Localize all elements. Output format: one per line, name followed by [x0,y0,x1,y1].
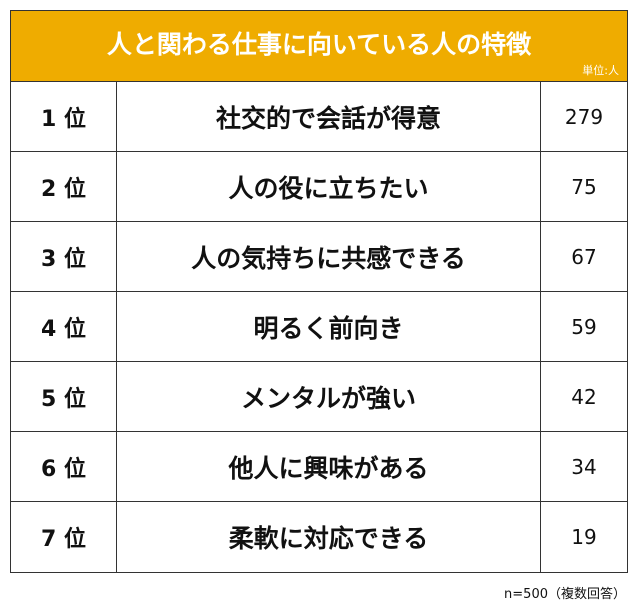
value-cell: 75 [571,174,597,199]
value-cell: 59 [571,314,597,339]
sample-note: n=500（複数回答） [504,587,626,602]
value-cell: 279 [564,104,604,129]
value-cell: 67 [571,244,597,269]
rank-cell: 7 位 [11,502,117,572]
table-header: 人と関わる仕事に向いている人の特徴 単位:人 [11,11,627,82]
label-cell: 人の役に立ちたい [117,152,541,221]
table-row: 5 位メンタルが強い 42 [11,362,627,432]
table-row: 3 位人の気持ちに共感できる 67 [11,222,627,292]
table-row: 6 位他人に興味がある 34 [11,432,627,502]
value-cell: 34 [571,454,597,479]
label-cell: 柔軟に対応できる [117,502,541,572]
rank-cell: 6 位 [11,432,117,501]
table-row: 2 位人の役に立ちたい 75 [11,152,627,222]
label-cell: メンタルが強い [117,362,541,431]
ranking-table: 人と関わる仕事に向いている人の特徴 単位:人 1 位社交的で会話が得意 279 2 … [10,10,628,573]
table-row: 1 位社交的で会話が得意 279 [11,82,627,152]
table-row: 7 位柔軟に対応できる 19 [11,502,627,572]
value-cell: 19 [571,525,597,549]
rank-cell: 3 位 [11,222,117,291]
rank-cell: 5 位 [11,362,117,431]
label-cell: 人の気持ちに共感できる [117,222,541,291]
value-cell: 42 [571,384,597,409]
label-cell: 明るく前向き [117,292,541,361]
label-cell: 社交的で会話が得意 [117,82,541,151]
unit-label: 単位:人 [582,64,619,77]
label-cell: 他人に興味がある [117,432,541,501]
rank-cell: 4 位 [11,292,117,361]
rank-cell: 2 位 [11,152,117,221]
table-row: 4 位明るく前向き 59 [11,292,627,362]
table-title: 人と関わる仕事に向いている人の特徴 [106,30,532,59]
rank-cell: 1 位 [11,82,117,151]
